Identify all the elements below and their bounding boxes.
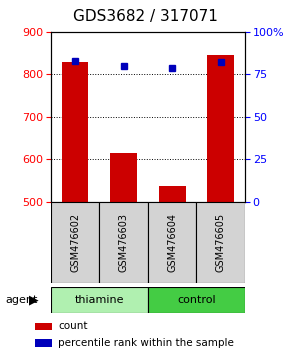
Text: count: count <box>58 321 88 331</box>
Bar <box>148 202 196 283</box>
Bar <box>99 202 148 283</box>
Text: thiamine: thiamine <box>75 295 124 305</box>
Text: GDS3682 / 317071: GDS3682 / 317071 <box>72 9 218 24</box>
Text: GSM476605: GSM476605 <box>216 213 226 272</box>
Bar <box>148 287 245 313</box>
Bar <box>196 202 245 283</box>
Text: percentile rank within the sample: percentile rank within the sample <box>58 338 234 348</box>
Bar <box>35 339 52 347</box>
Bar <box>110 153 137 202</box>
Text: agent: agent <box>6 295 38 305</box>
Bar <box>207 55 234 202</box>
Bar <box>51 287 148 313</box>
Text: ▶: ▶ <box>28 293 38 307</box>
Text: control: control <box>177 295 216 305</box>
Bar <box>159 186 186 202</box>
Text: GSM476602: GSM476602 <box>70 213 80 272</box>
Text: GSM476604: GSM476604 <box>167 213 177 272</box>
Bar <box>51 202 99 283</box>
Bar <box>62 62 88 202</box>
Bar <box>35 322 52 330</box>
Text: GSM476603: GSM476603 <box>119 213 128 272</box>
